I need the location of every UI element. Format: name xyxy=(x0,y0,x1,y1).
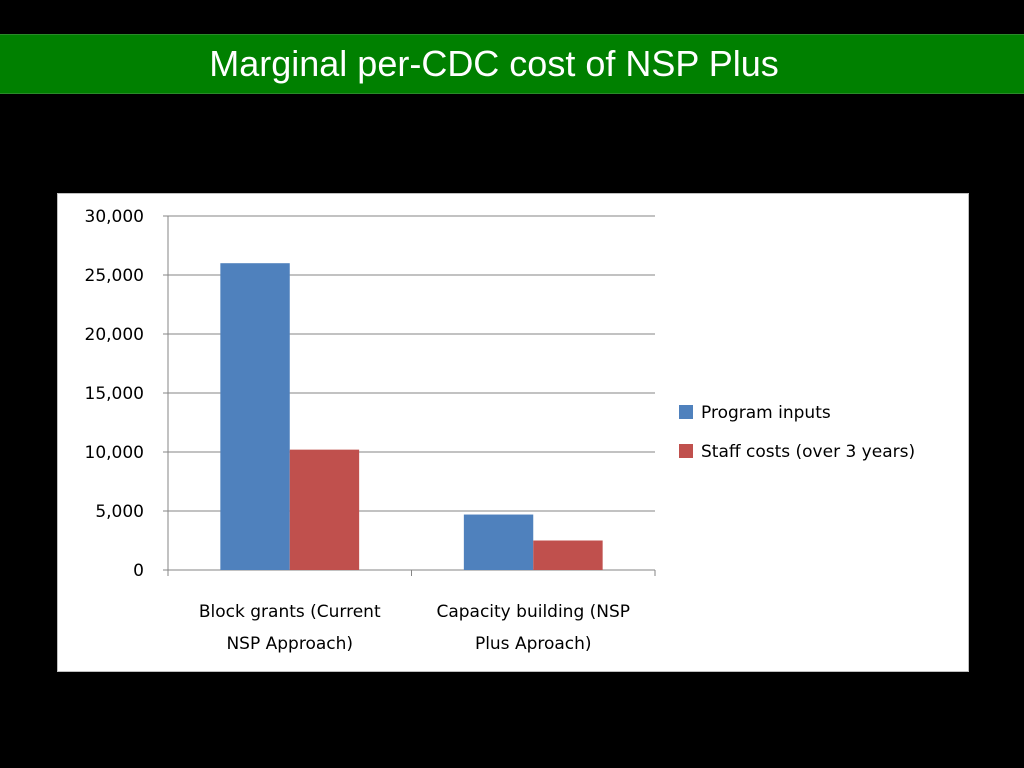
y-tick-label: 15,000 xyxy=(85,384,144,404)
y-tick-label: 30,000 xyxy=(85,207,144,227)
bar-staff-costs xyxy=(533,540,603,570)
legend-label: Program inputs xyxy=(701,403,831,423)
y-tick-label: 20,000 xyxy=(85,325,144,345)
bar-program-inputs xyxy=(220,263,290,570)
y-tick-label: 10,000 xyxy=(85,443,144,463)
legend-swatch xyxy=(679,405,693,419)
bar-staff-costs xyxy=(289,449,360,570)
legend-label: Staff costs (over 3 years) xyxy=(701,442,915,462)
slide-title: Marginal per-CDC cost of NSP Plus xyxy=(209,43,779,84)
category-labels: Block grants (Current NSP Approach) Capaci… xyxy=(199,602,630,654)
y-tick-label: 0 xyxy=(133,561,144,581)
category-label: Block grants (Current xyxy=(199,602,381,622)
category-label: Plus Aproach) xyxy=(475,634,592,654)
bar-chart: 0 5,000 10,000 15,000 20,000 25,000 30,000 Blo… xyxy=(85,207,916,654)
bars xyxy=(220,263,603,570)
category-label: Capacity building (NSP xyxy=(436,602,630,622)
title-bar: Marginal per-CDC cost of NSP Plus xyxy=(0,34,1024,94)
chart-frame: 0 5,000 10,000 15,000 20,000 25,000 30,000 Blo… xyxy=(57,193,969,672)
y-tick-label: 25,000 xyxy=(85,266,144,286)
legend: Program inputs Staff costs (over 3 years) xyxy=(679,403,915,462)
y-tick-label: 5,000 xyxy=(95,502,144,522)
legend-swatch xyxy=(679,444,693,458)
bar-program-inputs xyxy=(463,514,534,570)
category-label: NSP Approach) xyxy=(226,634,353,654)
y-tick-labels: 0 5,000 10,000 15,000 20,000 25,000 30,000 xyxy=(85,207,144,581)
